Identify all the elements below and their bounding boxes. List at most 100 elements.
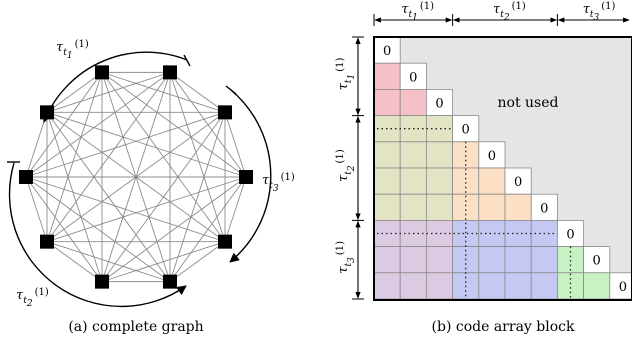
graph-edge bbox=[46, 71, 171, 113]
graph-edge bbox=[46, 72, 103, 113]
code-cell bbox=[425, 272, 453, 300]
arc-t2 bbox=[8, 162, 187, 308]
diagonal-cell bbox=[504, 167, 532, 195]
graph-edge bbox=[101, 176, 247, 282]
graph-node bbox=[217, 234, 232, 249]
code-cell bbox=[399, 193, 427, 221]
code-cell bbox=[504, 193, 532, 221]
top-dimension-label-t1: τt1(1) bbox=[401, 1, 434, 23]
graph-edge bbox=[46, 241, 103, 282]
code-cell bbox=[452, 219, 480, 247]
diagonal-cell bbox=[478, 141, 506, 169]
code-cell bbox=[399, 246, 427, 274]
code-cell bbox=[399, 272, 427, 300]
graph-node bbox=[95, 274, 110, 289]
graph-label-t1: τt1(1) bbox=[56, 39, 89, 61]
graph-edge bbox=[224, 176, 247, 242]
top-dimension-label-t3: τt3(1) bbox=[583, 1, 616, 23]
code-cell bbox=[452, 193, 480, 221]
arc-t1-bar bbox=[183, 54, 191, 67]
graph-node bbox=[162, 274, 177, 289]
graph-edge bbox=[25, 112, 48, 178]
diagonal-zero: 0 bbox=[462, 123, 470, 138]
left-dimension-label-t1: τt1(1) bbox=[335, 57, 357, 90]
top-dimension-label-t2: τt2(1) bbox=[493, 1, 526, 23]
code-cell bbox=[373, 167, 401, 195]
code-cell bbox=[425, 141, 453, 169]
code-cell bbox=[425, 167, 453, 195]
code-cell bbox=[399, 141, 427, 169]
code-cell bbox=[425, 219, 453, 247]
graph-edge bbox=[46, 111, 226, 243]
code-cell bbox=[504, 272, 532, 300]
arc-t1 bbox=[42, 51, 188, 123]
graph-edge bbox=[169, 241, 226, 282]
code-cell bbox=[373, 193, 401, 221]
diagonal-zero: 0 bbox=[514, 175, 522, 190]
graph-nodes bbox=[19, 65, 253, 289]
code-cell bbox=[425, 246, 453, 274]
graph-caption: (a) complete graph bbox=[68, 319, 203, 335]
graph-node bbox=[40, 105, 55, 120]
graph-edge bbox=[25, 176, 226, 243]
code-cell bbox=[557, 272, 585, 300]
diagonal-cell bbox=[452, 115, 480, 143]
code-cell bbox=[478, 272, 506, 300]
graph-edge bbox=[169, 72, 226, 242]
code-cell bbox=[583, 272, 611, 300]
code-cell bbox=[425, 193, 453, 221]
block-dimension-arrows bbox=[352, 14, 630, 300]
graph-edge bbox=[25, 176, 48, 242]
left-dimension-label-t3: τt3(1) bbox=[335, 241, 357, 274]
graph-node bbox=[19, 170, 33, 184]
code-cell bbox=[373, 62, 401, 90]
block-dimension-labels: τt1(1) τt1(1) τt2(1) τt2(1) τt3(1) τt3(1) bbox=[335, 1, 616, 274]
graph-edge bbox=[224, 112, 247, 178]
graph-edge bbox=[46, 112, 171, 282]
code-cell bbox=[373, 246, 401, 274]
diagonal-zero: 0 bbox=[488, 149, 496, 164]
graph-edge bbox=[169, 112, 226, 282]
code-cell bbox=[373, 141, 401, 169]
diagonal-zero: 0 bbox=[619, 280, 627, 295]
diagonal-zero: 0 bbox=[540, 201, 548, 216]
graph-edges bbox=[25, 71, 247, 283]
diagonal-cell bbox=[425, 89, 453, 117]
graph-node bbox=[40, 234, 55, 249]
arc-t3-bar bbox=[225, 85, 237, 95]
graph-edge bbox=[46, 72, 103, 242]
graph-edge bbox=[46, 176, 247, 243]
left-dimension-label-t2: τt2(1) bbox=[335, 149, 357, 182]
graph-edge bbox=[169, 72, 226, 113]
code-cell bbox=[530, 272, 558, 300]
graph-edge bbox=[46, 111, 247, 178]
complete-graph: τt1(1) τt3(1) τt2(1) (a) complete graph bbox=[7, 39, 295, 335]
code-cell bbox=[373, 89, 401, 117]
diagonal-zero: 0 bbox=[593, 254, 601, 269]
diagonal-cell bbox=[583, 246, 611, 274]
code-cell bbox=[452, 141, 480, 169]
diagonal-zero: 0 bbox=[566, 228, 574, 243]
code-cell bbox=[478, 219, 506, 247]
graph-edge bbox=[46, 112, 103, 282]
code-cell bbox=[557, 246, 585, 274]
code-cell bbox=[425, 115, 453, 143]
graph-edge bbox=[25, 176, 103, 282]
graph-node bbox=[95, 65, 110, 80]
code-cell bbox=[399, 89, 427, 117]
code-cell bbox=[478, 193, 506, 221]
graph-label-t2: τt2(1) bbox=[16, 287, 49, 309]
arc-t3 bbox=[229, 89, 272, 263]
code-cell bbox=[478, 246, 506, 274]
code-cell bbox=[373, 272, 401, 300]
block-cells: 0 0 0 0 0 0 0 0 0 0 bbox=[373, 36, 632, 300]
block-border bbox=[373, 36, 632, 301]
diagonal-zero: 0 bbox=[409, 70, 417, 85]
graph-edge bbox=[25, 72, 171, 178]
code-cell bbox=[504, 246, 532, 274]
graph-edge bbox=[25, 176, 171, 282]
code-cell bbox=[399, 167, 427, 195]
graph-edge bbox=[101, 241, 226, 283]
not-used-label: not used bbox=[498, 95, 559, 111]
